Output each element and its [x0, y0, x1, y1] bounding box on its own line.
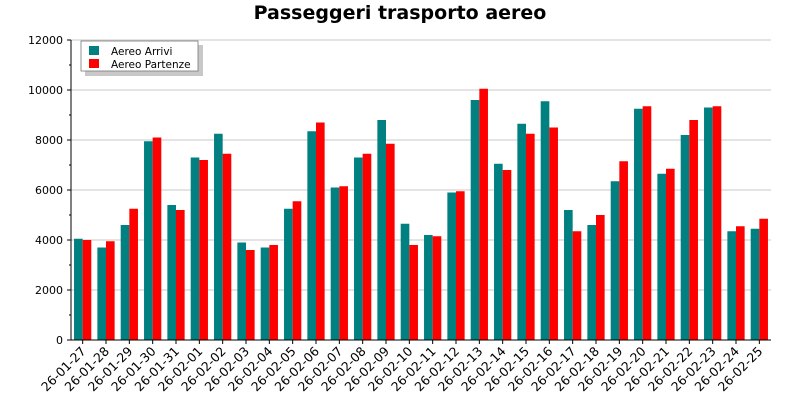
bar-aereo-partenze [689, 120, 698, 340]
bar-aereo-arrivi [190, 157, 200, 340]
bar-aereo-partenze [246, 250, 255, 340]
bar-aereo-arrivi [587, 225, 596, 340]
bar-aereo-arrivi [634, 108, 643, 340]
y-tick-label: 8000 [35, 134, 63, 147]
y-tick-label: 0 [56, 334, 63, 347]
bar-aereo-arrivi [97, 247, 106, 340]
bar-aereo-arrivi [424, 235, 433, 340]
legend-box [80, 40, 199, 72]
bar-aereo-arrivi [330, 187, 340, 340]
bar-aereo-partenze [736, 226, 745, 340]
bar-aereo-partenze [316, 122, 325, 340]
bar-aereo-partenze [619, 161, 628, 340]
bar-aereo-partenze [339, 186, 348, 340]
bar-aereo-arrivi [120, 225, 130, 340]
bar-aereo-partenze [432, 236, 442, 340]
bar-aereo-partenze [712, 106, 722, 340]
bar-aereo-arrivi [517, 123, 526, 340]
bar-aereo-partenze [479, 88, 488, 340]
bar-aereo-partenze [502, 170, 512, 340]
bar-aereo-arrivi [564, 210, 573, 340]
bar-aereo-partenze [759, 218, 768, 340]
legend-label: Aereo Arrivi [111, 46, 172, 58]
bar-aereo-arrivi [470, 100, 480, 340]
y-tick-label: 6000 [35, 184, 63, 197]
bar-aereo-partenze [526, 133, 535, 340]
bar-aereo-arrivi [750, 228, 760, 340]
bar-aereo-arrivi [447, 192, 456, 340]
legend-swatch [89, 46, 99, 55]
bar-aereo-partenze [292, 201, 302, 340]
bar-aereo-partenze [642, 106, 652, 340]
legend-swatch [89, 59, 99, 68]
bar-aereo-partenze [409, 245, 418, 340]
bar-aereo-partenze [269, 245, 278, 340]
bar-aereo-partenze [176, 210, 185, 340]
bar-aereo-partenze [596, 215, 605, 340]
bar-aereo-arrivi [680, 135, 690, 340]
legend-label: Aereo Partenze [111, 59, 191, 71]
bar-aereo-partenze [666, 168, 675, 340]
bar-aereo-arrivi [237, 242, 246, 340]
bar-aereo-partenze [82, 240, 92, 340]
y-tick-label: 4000 [35, 234, 63, 247]
y-tick-label: 12000 [28, 34, 63, 47]
bar-aereo-arrivi [610, 181, 620, 340]
chart-title: Passeggeri trasporto aereo [253, 2, 547, 24]
bar-aereo-arrivi [377, 120, 386, 340]
bar-aereo-arrivi [727, 231, 736, 340]
bar-aereo-partenze [572, 231, 582, 340]
bar-aereo-arrivi [214, 133, 223, 340]
bar-aereo-partenze [222, 153, 232, 340]
bar-aereo-partenze [456, 191, 465, 340]
bar-aereo-partenze [386, 143, 395, 340]
bar-aereo-arrivi [284, 208, 293, 340]
bar-aereo-arrivi [540, 101, 550, 340]
bar-aereo-partenze [362, 153, 372, 340]
bar-aereo-arrivi [167, 205, 176, 340]
bar-aereo-partenze [549, 127, 558, 340]
bar-aereo-partenze [129, 208, 138, 340]
bar-aereo-arrivi [144, 141, 153, 340]
bar-aereo-arrivi [307, 131, 316, 340]
y-tick-label: 10000 [28, 84, 63, 97]
y-tick-label: 2000 [35, 284, 63, 297]
bar-aereo-arrivi [354, 157, 363, 340]
bar-aereo-partenze [199, 160, 208, 340]
bar-aereo-arrivi [400, 223, 410, 340]
bar-aereo-partenze [106, 241, 115, 340]
bar-aereo-arrivi [260, 247, 270, 340]
bar-aereo-partenze [152, 137, 162, 340]
bar-aereo-arrivi [74, 238, 83, 340]
bar-aereo-arrivi [657, 173, 666, 340]
bar-aereo-arrivi [704, 107, 713, 340]
bar-aereo-arrivi [494, 163, 503, 340]
